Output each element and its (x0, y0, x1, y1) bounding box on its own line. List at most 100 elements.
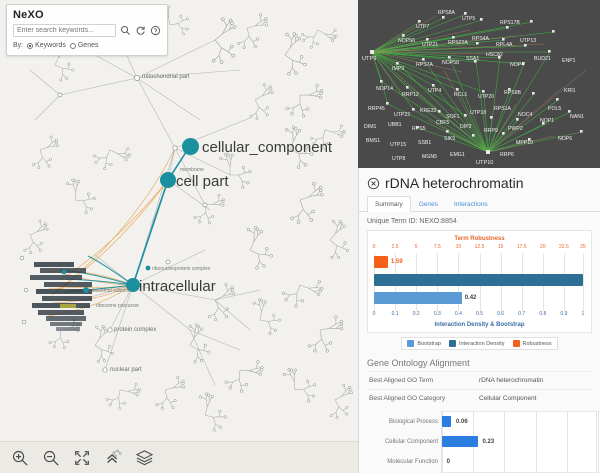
svg-text:RPS5: RPS5 (412, 126, 426, 132)
svg-text:HSC82: HSC82 (486, 52, 503, 58)
search-icon[interactable] (119, 25, 131, 37)
zoom-in-button[interactable] (10, 448, 30, 468)
gene-interaction-network[interactable]: UTP9 UTP10 UTP7 RPS8A UTP5 RPS17B NOP56 UTP2… (358, 0, 600, 168)
layers-button[interactable] (134, 448, 154, 468)
alignment-row-category: Best Aligned GO Category Cellular Compon… (367, 389, 592, 407)
tick: 0.3 (433, 311, 441, 317)
alignment-key-term: Best Aligned GO Term (369, 377, 434, 384)
ontology-network-canvas[interactable] (0, 0, 358, 441)
chart-title-bottom: Interaction Density & Bootstrap (434, 322, 525, 328)
go-label-cellular-component: Cellular Component (384, 439, 438, 445)
svg-text:RPS17B: RPS17B (500, 20, 520, 26)
close-circle-icon[interactable] (367, 177, 380, 190)
svg-text:UTP15: UTP15 (390, 142, 406, 148)
go-bar-biological-process[interactable] (442, 416, 452, 427)
tick: 0.8 (539, 311, 547, 317)
svg-text:RPS7A: RPS7A (416, 62, 434, 68)
go-row-molecular-function: Molecular Function 0 (387, 452, 598, 472)
svg-text:UTP13: UTP13 (520, 38, 536, 44)
svg-text:RRP12: RRP12 (402, 92, 419, 98)
svg-text:PWP2: PWP2 (508, 126, 523, 132)
legend-label-bootstrap: Bootstrap (417, 340, 441, 347)
tick: 22.5 (559, 244, 569, 250)
svg-text:IMP3: IMP3 (392, 66, 404, 72)
zoom-out-button[interactable] (41, 448, 61, 468)
tick: 10 (455, 244, 462, 250)
refresh-icon[interactable] (134, 25, 146, 37)
search-panel[interactable]: NeXO (6, 4, 168, 56)
bar-interaction-density[interactable] (374, 274, 583, 286)
svg-text:POL5: POL5 (548, 106, 561, 112)
radio-keywords-dot (27, 42, 34, 49)
tick: 20 (540, 244, 546, 250)
radio-keywords-label: Keywords (35, 42, 66, 49)
fit-to-screen-button[interactable] (72, 448, 92, 468)
collapse-button[interactable] (103, 448, 123, 468)
legend-item-robustness[interactable]: Robustness (512, 340, 552, 347)
tick: 25 (580, 244, 586, 250)
tick: 5 (414, 244, 418, 250)
svg-text:RRP45: RRP45 (368, 106, 385, 112)
alignment-row-term: Best Aligned GO Term rDNA heterochromati… (367, 371, 592, 389)
ontology-network-view[interactable]: NeXO (0, 0, 358, 473)
tick: 1 (581, 311, 585, 317)
gene-network-canvas[interactable]: UTP9 UTP10 UTP7 RPS8A UTP5 RPS17B NOP56 UTP2… (358, 0, 600, 168)
svg-text:RPS4A: RPS4A (472, 36, 490, 42)
svg-text:SSB1: SSB1 (418, 140, 431, 146)
tick: 12.5 (474, 244, 485, 250)
app-title: NeXO (13, 9, 44, 21)
tick: 0 (372, 244, 376, 250)
svg-text:NOP58: NOP58 (442, 60, 459, 66)
go-bar-cellular-component[interactable] (442, 436, 478, 447)
svg-text:KRI1: KRI1 (564, 88, 576, 94)
radio-keywords[interactable]: Keywords (27, 42, 66, 49)
tab-interactions[interactable]: Interactions (453, 201, 488, 208)
tick: 0.7 (518, 311, 526, 317)
svg-text:UTP22: UTP22 (394, 112, 410, 118)
legend-item-bootstrap[interactable]: Bootstrap (407, 340, 441, 347)
page-title: rDNA heterochromatin (385, 175, 524, 191)
chart-title-top: Term Robustness (454, 236, 505, 242)
robustness-plot: 1.59 0.42 (374, 253, 585, 311)
go-label-biological-process: Biological Process (388, 419, 438, 425)
node-intracellular[interactable] (126, 278, 140, 292)
svg-text:RPS22A: RPS22A (448, 40, 468, 46)
svg-text:BUD21: BUD21 (534, 56, 551, 62)
bar-robustness[interactable] (374, 256, 388, 268)
svg-text:SIK5: SIK5 (444, 136, 455, 142)
tick: 0 (372, 311, 376, 317)
svg-text:CBF5: CBF5 (436, 120, 449, 126)
node-cellular-component[interactable] (182, 138, 199, 155)
svg-text:UTP18: UTP18 (470, 110, 486, 116)
bar-bootstrap[interactable] (374, 292, 462, 304)
go-row-cellular-component: Cellular Component 0.23 (385, 432, 598, 452)
term-robustness-chart: Term Robustness 0 2.5 5 7.5 10 12.5 15 1… (367, 230, 592, 333)
legend-item-interaction-density[interactable]: Interaction Density (448, 340, 505, 347)
svg-text:MGN5: MGN5 (422, 154, 437, 160)
svg-text:MPP10: MPP10 (516, 140, 533, 146)
legend-swatch-interaction-density (448, 340, 456, 347)
tick: 15 (497, 244, 504, 250)
svg-text:NOP6: NOP6 (558, 136, 572, 142)
search-input[interactable] (13, 24, 116, 37)
radio-genes-dot (69, 42, 76, 49)
unique-term-id: Unique Term ID: NEXO:8854 (367, 218, 457, 225)
tab-summary[interactable]: Summary (367, 196, 411, 212)
detail-header: rDNA heterochromatin (359, 168, 600, 195)
svg-text:ENP1: ENP1 (562, 58, 576, 64)
tab-genes[interactable]: Genes (418, 201, 438, 208)
svg-text:RPL4A: RPL4A (496, 42, 513, 48)
svg-text:UTP5: UTP5 (462, 16, 475, 22)
tick: 0.4 (454, 311, 462, 317)
svg-text:NOP14: NOP14 (376, 86, 393, 92)
help-icon[interactable] (149, 25, 161, 37)
alignment-value-term: rDNA heterochromatin (479, 377, 544, 384)
alignment-key-category: Best Aligned GO Category (369, 395, 446, 402)
gene-ontology-alignment-title: Gene Ontology Alignment (367, 358, 470, 368)
svg-text:UTP7: UTP7 (416, 24, 429, 30)
node-cell-part[interactable] (160, 172, 176, 188)
radio-genes[interactable]: Genes (69, 42, 98, 49)
svg-text:NOC4: NOC4 (518, 112, 533, 118)
svg-text:SOF1: SOF1 (446, 114, 460, 120)
